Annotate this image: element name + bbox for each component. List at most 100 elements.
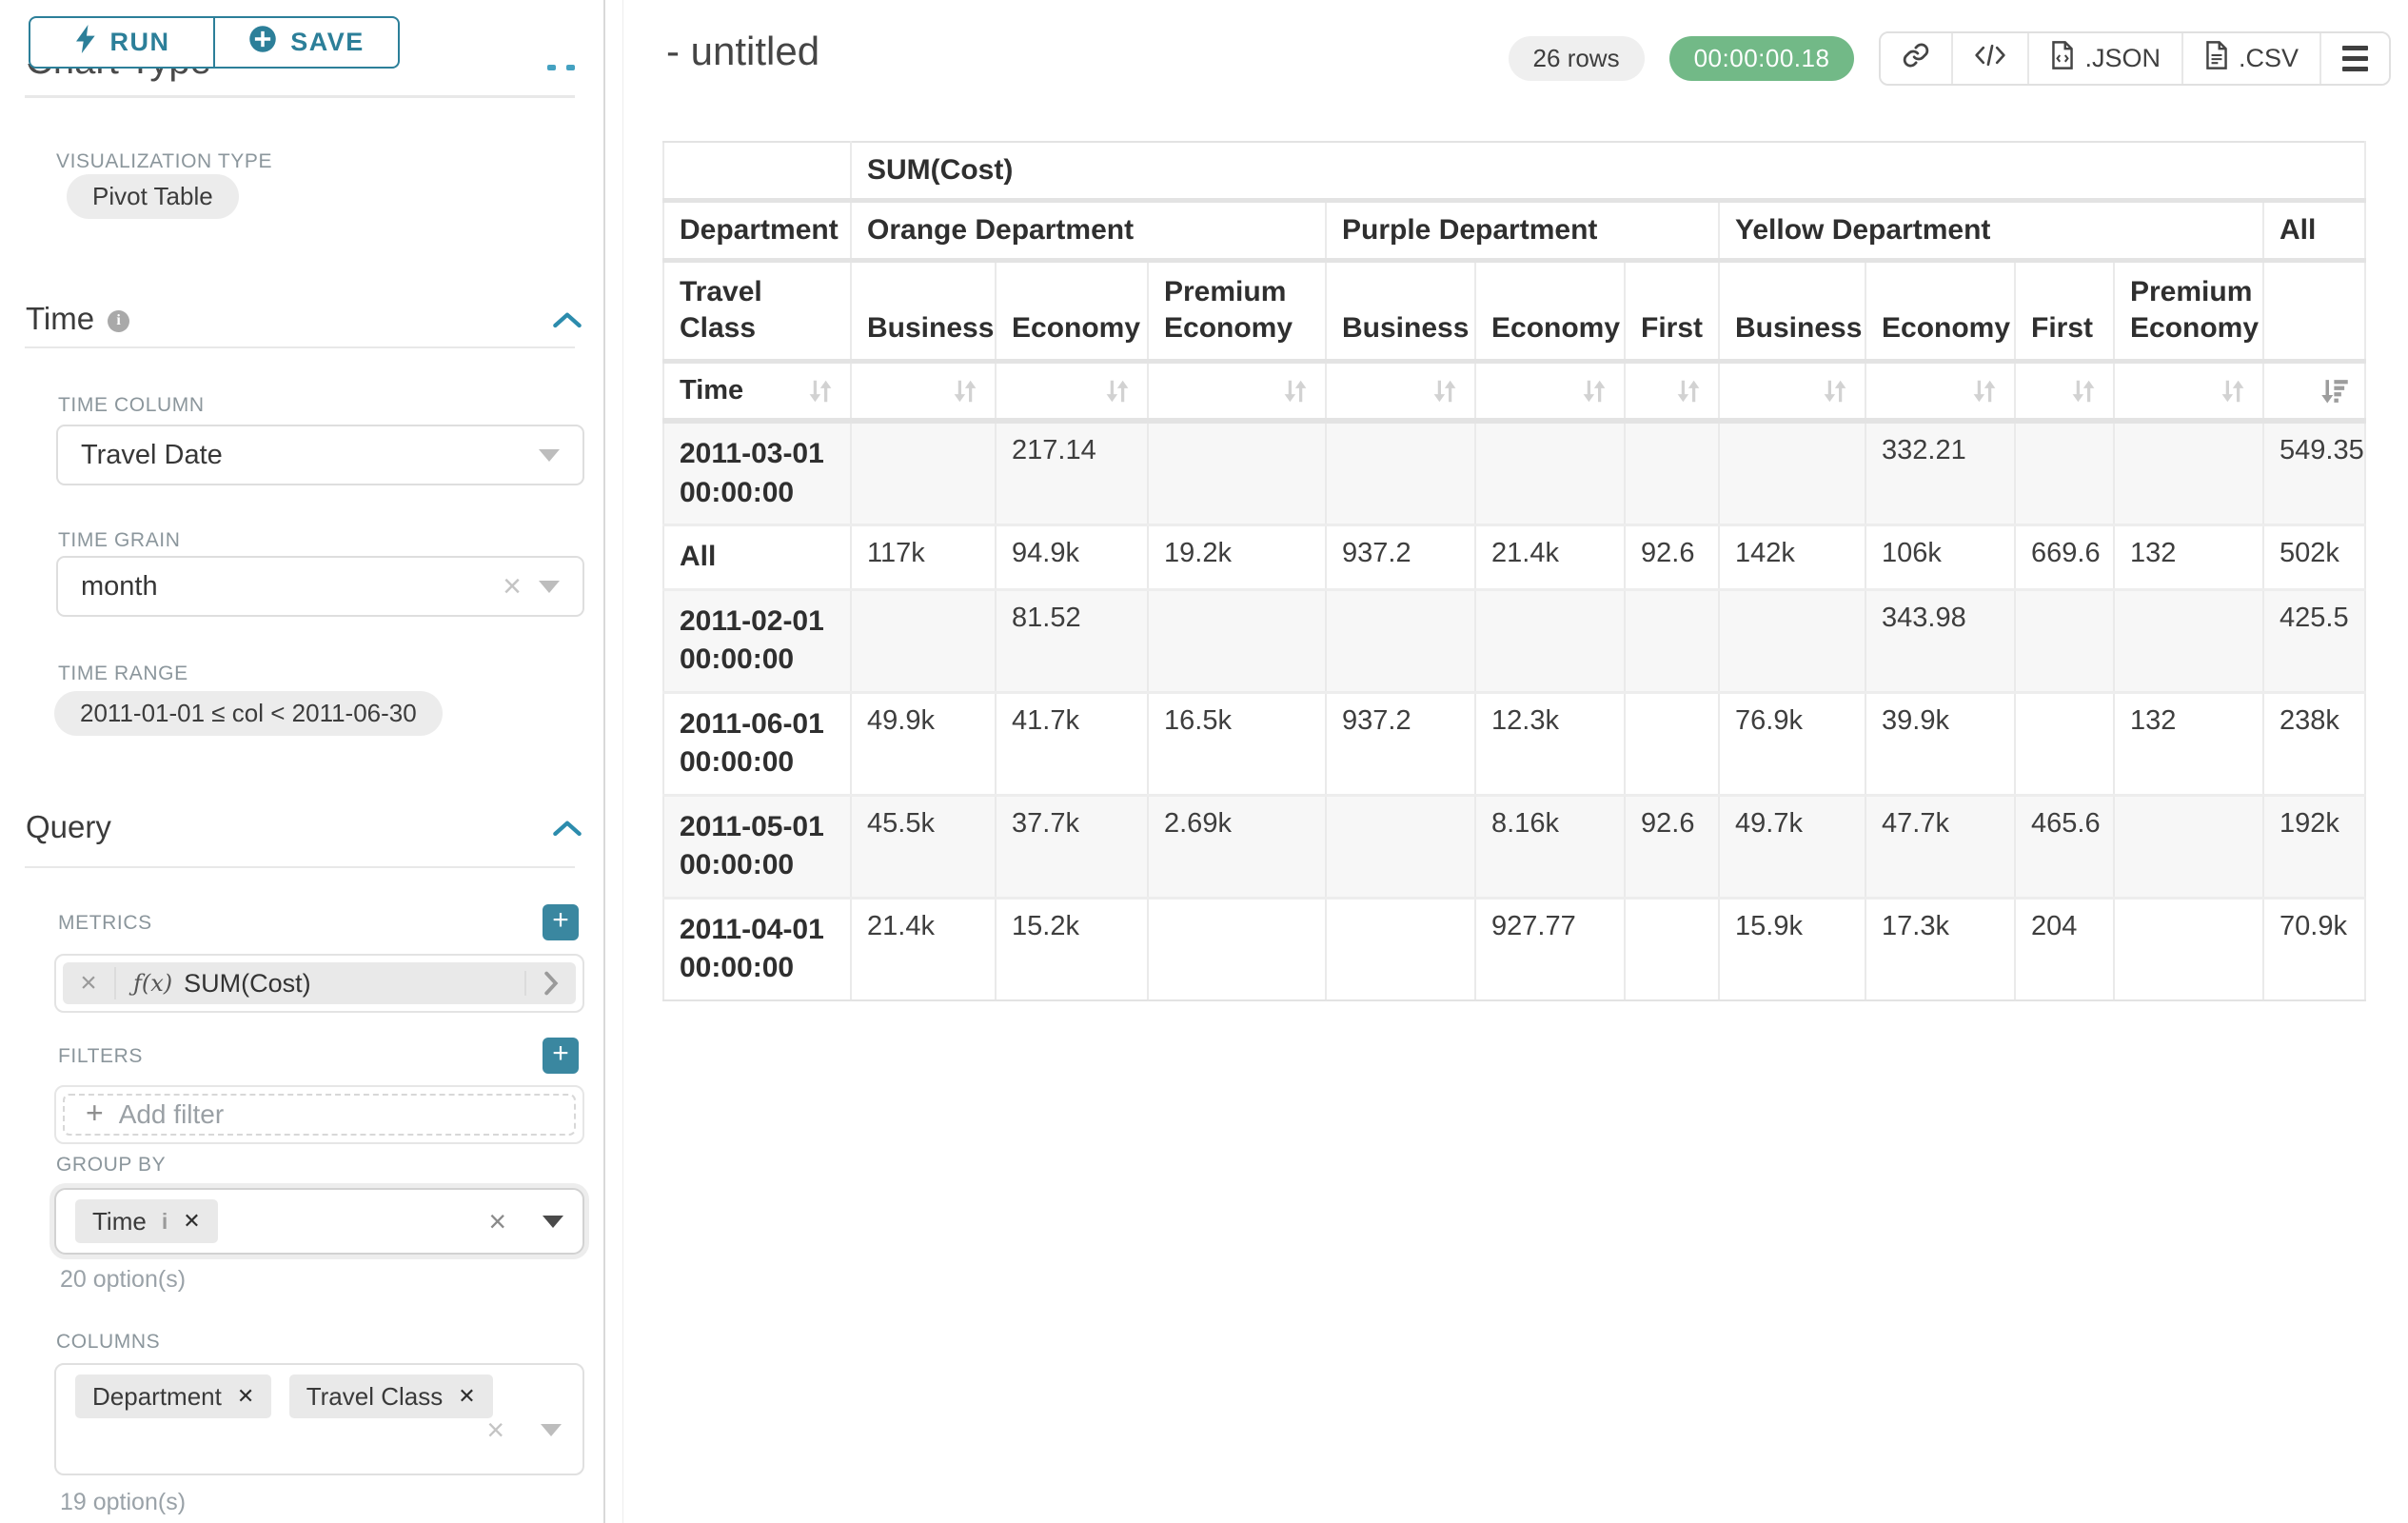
chevron-right-icon[interactable] (524, 971, 576, 996)
query-section-header: Query (26, 809, 111, 845)
sort-icon[interactable] (2069, 377, 2098, 405)
travel-class-header[interactable] (2263, 261, 2365, 362)
pivot-sort-cell[interactable] (1148, 362, 1326, 422)
pivot-cell (851, 421, 996, 525)
caret-down-icon (539, 449, 560, 462)
group-by-chip[interactable]: Time i ✕ (75, 1199, 218, 1243)
copy-link-button[interactable] (1881, 33, 1953, 84)
sort-icon[interactable] (1281, 377, 1310, 405)
run-button[interactable]: RUN (29, 16, 215, 69)
department-group-header[interactable]: All (2263, 201, 2365, 261)
export-json-button[interactable]: .JSON (2029, 33, 2183, 84)
pivot-sort-cell[interactable] (851, 362, 996, 422)
section-divider (25, 95, 575, 98)
time-range-pill[interactable]: 2011-01-01 ≤ col < 2011-06-30 (54, 691, 443, 736)
time-sort-header[interactable]: Time (663, 362, 851, 422)
info-icon: i (108, 310, 129, 332)
clear-icon[interactable]: × (486, 1414, 504, 1445)
travel-class-header[interactable]: First (2015, 261, 2114, 362)
clear-icon[interactable]: × (503, 570, 522, 603)
pivot-sort-cell[interactable] (1865, 362, 2015, 422)
pivot-sort-cell[interactable] (996, 362, 1148, 422)
time-column-select[interactable]: Travel Date (56, 425, 584, 485)
travel-class-header[interactable]: Economy (1475, 261, 1625, 362)
travel-class-header[interactable]: Business (1326, 261, 1475, 362)
pivot-cell: 81.52 (996, 589, 1148, 692)
department-group-header[interactable]: Yellow Department (1719, 201, 2263, 261)
sort-icon[interactable] (2219, 377, 2247, 405)
pivot-cell: 669.6 (2015, 525, 2114, 590)
export-csv-button[interactable]: .CSV (2183, 33, 2321, 84)
pivot-cell: 76.9k (1719, 692, 1865, 795)
time-section-header: Time i (26, 301, 129, 337)
time-grain-select[interactable]: month × (56, 556, 584, 617)
department-group-header[interactable]: Purple Department (1326, 201, 1719, 261)
travel-class-header[interactable]: Premium Economy (1148, 261, 1326, 362)
pivot-sort-cell[interactable] (1625, 362, 1719, 422)
pivot-cell: 502k (2263, 525, 2365, 590)
pivot-cell: 41.7k (996, 692, 1148, 795)
sort-icon[interactable] (1674, 377, 1703, 405)
pivot-sort-cell[interactable] (2015, 362, 2114, 422)
department-group-header[interactable]: Orange Department (851, 201, 1326, 261)
travel-class-header[interactable]: First (1625, 261, 1719, 362)
embed-code-button[interactable] (1953, 33, 2029, 84)
pivot-sort-cell[interactable] (2263, 362, 2365, 422)
sort-icon[interactable] (806, 377, 835, 405)
sort-desc-icon[interactable] (2320, 377, 2349, 405)
save-button[interactable]: SAVE (213, 16, 400, 69)
time-column-label: TIME COLUMN (58, 394, 205, 417)
pivot-cell: 343.98 (1865, 589, 2015, 692)
sort-icon[interactable] (1103, 377, 1132, 405)
export-button-group: .JSON .CSV (1879, 31, 2391, 86)
remove-chip-icon[interactable]: ✕ (458, 1384, 475, 1409)
remove-chip-icon[interactable]: ✕ (183, 1209, 200, 1234)
pivot-cell (1148, 421, 1326, 525)
columns-chip[interactable]: Department ✕ (75, 1375, 271, 1418)
add-filter-button[interactable]: + Add filter (63, 1094, 576, 1136)
clear-icon[interactable]: × (488, 1206, 506, 1236)
remove-metric-icon[interactable]: × (63, 967, 116, 999)
pivot-cell (2015, 421, 2114, 525)
visualization-type-pill[interactable]: Pivot Table (67, 174, 239, 219)
filters-field: + Add filter (54, 1085, 584, 1144)
sort-icon[interactable] (1580, 377, 1609, 405)
row-count-badge: 26 rows (1509, 36, 1645, 81)
travel-class-header[interactable]: Business (1719, 261, 1865, 362)
caret-down-icon (543, 1216, 563, 1228)
remove-chip-icon[interactable]: ✕ (237, 1384, 254, 1409)
sort-icon[interactable] (1431, 377, 1459, 405)
pivot-table-grid: SUM(Cost)DepartmentOrange DepartmentPurp… (662, 141, 2366, 1001)
metric-chip[interactable]: × ƒ(x) SUM(Cost) (63, 962, 576, 1004)
menu-button[interactable] (2321, 33, 2389, 84)
hamburger-icon (2342, 46, 2368, 71)
metric-header[interactable]: SUM(Cost) (851, 142, 2365, 201)
pivot-sort-cell[interactable] (1326, 362, 1475, 422)
sort-icon[interactable] (1970, 377, 1999, 405)
pivot-cell: 17.3k (1865, 898, 2015, 1000)
pivot-cell: 92.6 (1625, 525, 1719, 590)
columns-select[interactable]: Department ✕ Travel Class ✕ × (54, 1363, 584, 1475)
pivot-cell: 106k (1865, 525, 2015, 590)
sort-icon[interactable] (1821, 377, 1849, 405)
collapse-query-section-icon[interactable] (552, 819, 582, 838)
travel-class-header[interactable]: Economy (996, 261, 1148, 362)
sort-icon[interactable] (951, 377, 979, 405)
pivot-sort-cell[interactable] (1475, 362, 1625, 422)
travel-class-header[interactable]: Business (851, 261, 996, 362)
pivot-cell (2114, 898, 2263, 1000)
travel-class-header[interactable]: Premium Economy (2114, 261, 2263, 362)
columns-chip[interactable]: Travel Class ✕ (289, 1375, 493, 1418)
time-range-label: TIME RANGE (58, 663, 188, 685)
visualization-type-label: VISUALIZATION TYPE (56, 150, 272, 173)
add-metric-button[interactable]: + (543, 904, 579, 940)
file-code-icon (2050, 41, 2075, 76)
collapse-time-section-icon[interactable] (552, 310, 582, 329)
pivot-cell: 92.6 (1625, 795, 1719, 898)
travel-class-header[interactable]: Economy (1865, 261, 2015, 362)
group-by-select[interactable]: Time i ✕ × (54, 1188, 584, 1255)
pivot-sort-cell[interactable] (1719, 362, 1865, 422)
pivot-sort-cell[interactable] (2114, 362, 2263, 422)
add-filter-plus-button[interactable]: + (543, 1038, 579, 1074)
pivot-cell: 94.9k (996, 525, 1148, 590)
